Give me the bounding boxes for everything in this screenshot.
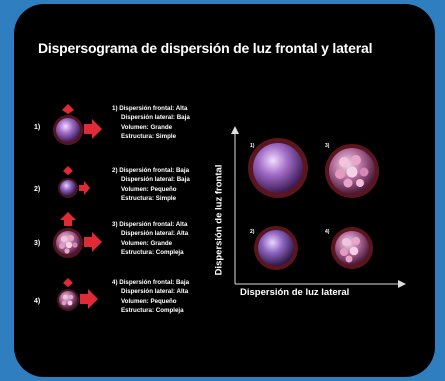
- large-simple-cell-icon: [53, 104, 102, 145]
- quadrant-label-4: 4): [325, 229, 330, 235]
- cell-item-1: 1) 1) Dispersión frontal: Alta Dispersió…: [34, 102, 214, 162]
- cell-number: 2): [34, 186, 41, 193]
- quadrant-cell-3: [325, 144, 379, 198]
- x-axis-label: Dispersión de luz lateral: [240, 287, 350, 298]
- right-arrow-large-icon: [80, 289, 98, 309]
- quadrant-cell-1: [248, 138, 308, 198]
- cell-item-2: 2) 2) Dispersión frontal: Baja Dispersió…: [34, 164, 214, 224]
- y-axis-arrow-icon: [231, 126, 239, 134]
- cell-number: 4): [34, 298, 41, 305]
- cell-description: 2) Dispersión frontal: Baja Dispersión l…: [112, 167, 190, 203]
- cell-description: 4) Dispersión frontal: Baja Dispersión l…: [112, 279, 190, 315]
- up-arrow-small-icon: [62, 104, 74, 114]
- quadrant-label-2: 2): [250, 229, 255, 235]
- quadrant-cell-2: [254, 226, 298, 270]
- y-axis-label: Dispersión de luz frontal: [213, 164, 225, 276]
- right-arrow-large-icon: [84, 232, 102, 252]
- page-title: Dispersograma de dispersión de luz front…: [38, 40, 373, 56]
- right-arrow-small-icon: [79, 181, 90, 195]
- quadrant-label-3: 3): [325, 143, 330, 149]
- up-arrow-small-icon: [63, 278, 73, 287]
- cell-number: 1): [34, 124, 41, 131]
- small-simple-cell-icon: [58, 166, 90, 198]
- cell-number: 3): [34, 240, 41, 247]
- up-arrow-large-icon: [60, 212, 76, 226]
- cell-description: 1) Dispersión frontal: Alta Dispersión l…: [112, 105, 190, 141]
- x-axis-arrow-icon: [398, 280, 406, 288]
- up-arrow-small-icon: [63, 166, 73, 175]
- cell-item-4: 4) 4) Dispersión frontal: Baja Dispersió…: [34, 276, 214, 336]
- large-complex-cell-icon: [53, 212, 102, 258]
- quadrant-cell-4: [331, 227, 373, 269]
- dispersion-plot: [231, 126, 406, 288]
- right-arrow-large-icon: [84, 119, 102, 139]
- cell-description: 3) Dispersión frontal: Alta Dispersión l…: [112, 221, 189, 257]
- small-complex-cell-icon: [57, 278, 98, 311]
- quadrant-label-1: 1): [250, 143, 255, 149]
- cell-item-3: 3) 3) Dispersión frontal: Alta Dispersió…: [34, 212, 214, 278]
